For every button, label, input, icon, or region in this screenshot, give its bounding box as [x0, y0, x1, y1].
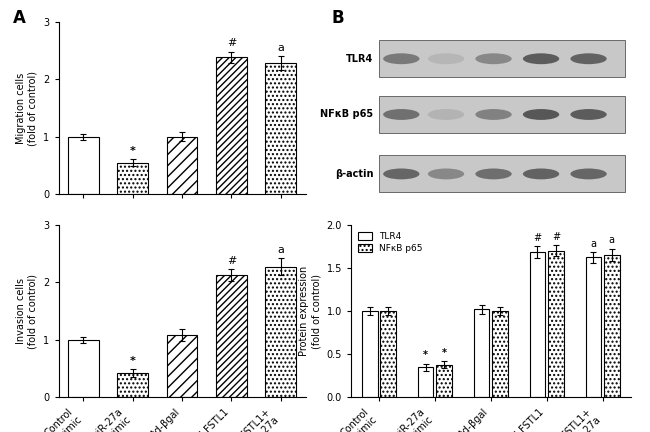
- Ellipse shape: [571, 53, 606, 64]
- Bar: [379, 156, 625, 193]
- Bar: [548, 251, 564, 397]
- Y-axis label: Invasion cells
(fold of control): Invasion cells (fold of control): [16, 273, 38, 349]
- Bar: [474, 309, 489, 397]
- Ellipse shape: [475, 168, 512, 179]
- Text: #: #: [227, 256, 236, 266]
- Legend: TLR4, NFκB p65: TLR4, NFκB p65: [356, 229, 425, 256]
- Text: #: #: [227, 38, 236, 48]
- Ellipse shape: [428, 168, 464, 179]
- Bar: [166, 137, 198, 194]
- Text: A: A: [13, 9, 26, 27]
- Bar: [362, 311, 378, 397]
- Bar: [68, 137, 99, 194]
- Ellipse shape: [523, 168, 559, 179]
- Ellipse shape: [571, 109, 606, 120]
- Bar: [265, 267, 296, 397]
- Bar: [379, 40, 625, 77]
- Text: #: #: [552, 232, 560, 242]
- Bar: [265, 63, 296, 194]
- Bar: [418, 367, 434, 397]
- Text: a: a: [278, 43, 284, 53]
- Bar: [380, 311, 396, 397]
- Bar: [436, 365, 452, 397]
- Ellipse shape: [475, 53, 512, 64]
- Text: NFκB p65: NFκB p65: [320, 109, 373, 120]
- Ellipse shape: [475, 109, 512, 120]
- Text: *: *: [423, 350, 428, 360]
- Bar: [216, 275, 247, 397]
- Bar: [166, 335, 198, 397]
- Text: #: #: [534, 233, 541, 243]
- Bar: [586, 257, 601, 397]
- Ellipse shape: [523, 53, 559, 64]
- Bar: [379, 96, 625, 133]
- Ellipse shape: [523, 109, 559, 120]
- Text: a: a: [590, 239, 596, 249]
- Ellipse shape: [383, 168, 419, 179]
- Bar: [216, 57, 247, 194]
- Text: B: B: [332, 9, 344, 27]
- Ellipse shape: [383, 53, 419, 64]
- Text: a: a: [278, 245, 284, 254]
- Text: *: *: [441, 348, 447, 358]
- Text: *: *: [129, 146, 136, 156]
- Ellipse shape: [383, 109, 419, 120]
- Y-axis label: Protein expression
(fold of control): Protein expression (fold of control): [300, 266, 321, 356]
- Ellipse shape: [571, 168, 606, 179]
- Text: *: *: [129, 356, 136, 366]
- Ellipse shape: [428, 53, 464, 64]
- Bar: [492, 311, 508, 397]
- Bar: [68, 340, 99, 397]
- Bar: [530, 252, 545, 397]
- Y-axis label: Migration cells
(fold of control): Migration cells (fold of control): [16, 70, 38, 146]
- Bar: [117, 163, 148, 194]
- Text: a: a: [609, 235, 615, 245]
- Text: TLR4: TLR4: [346, 54, 373, 64]
- Bar: [117, 373, 148, 397]
- Bar: [604, 255, 619, 397]
- Ellipse shape: [428, 109, 464, 120]
- Text: β-actin: β-actin: [335, 169, 373, 179]
